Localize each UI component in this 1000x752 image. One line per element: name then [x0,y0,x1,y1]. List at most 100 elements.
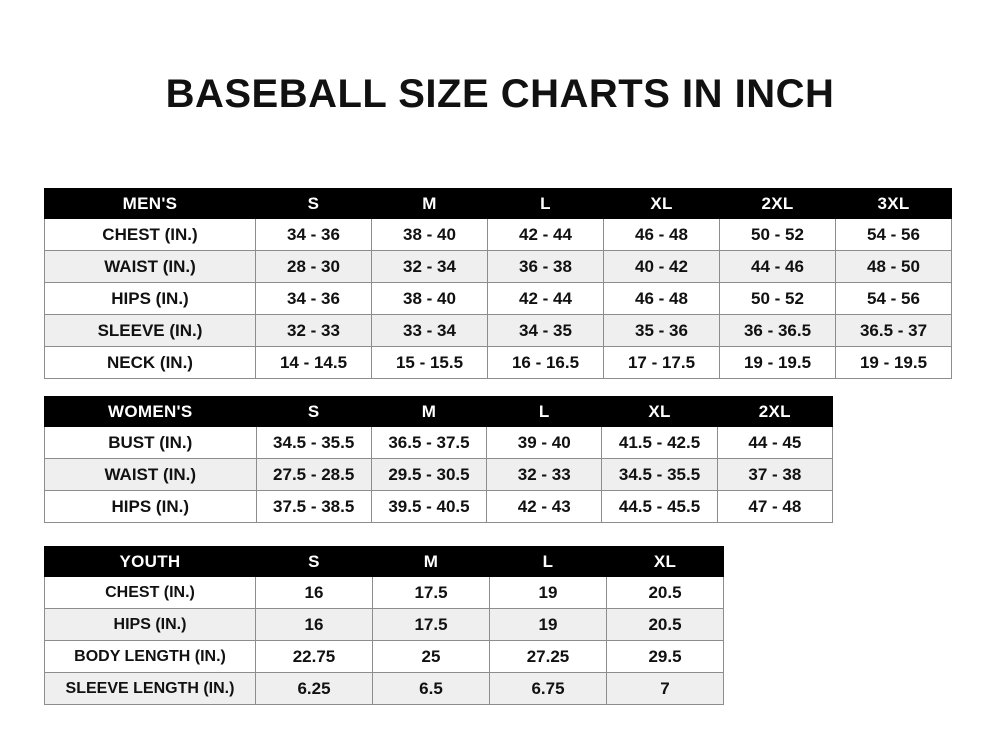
mens-measurement-value: 50 - 52 [719,282,836,315]
table-row: SLEEVE (IN.) 32 - 33 33 - 34 34 - 35 35 - 36… [44,314,952,347]
youth-measurement-value: 20.5 [606,608,724,641]
womens-measurement-value: 42 - 43 [486,490,603,523]
mens-measurement-value: 32 - 34 [371,250,488,283]
mens-size-header-3xl: 3XL [835,188,952,219]
womens-measurement-label: BUST (IN.) [44,426,257,459]
youth-size-header-m: M [372,546,490,577]
womens-table-head: WOMEN'S S M L XL 2XL [44,396,834,427]
mens-size-header-l: L [487,188,604,219]
mens-measurement-value: 36 - 38 [487,250,604,283]
womens-measurement-value: 44.5 - 45.5 [601,490,718,523]
youth-size-header-xl: XL [606,546,724,577]
table-row: CHEST (IN.) 16 17.5 19 20.5 [44,576,724,609]
mens-measurement-value: 16 - 16.5 [487,346,604,379]
table-row: NECK (IN.) 14 - 14.5 15 - 15.5 16 - 16.5 17 … [44,346,952,379]
youth-table-head: YOUTH S M L XL [44,546,724,577]
mens-category-label: MEN'S [44,188,256,219]
youth-size-table: YOUTH S M L XL CHEST (IN.) 16 17.5 19 20.5 HIPS (… [44,546,724,705]
womens-size-header-s: S [255,396,372,427]
youth-measurement-value: 16 [255,576,373,609]
youth-measurement-value: 7 [606,672,724,705]
womens-measurement-value: 34.5 - 35.5 [255,426,372,459]
youth-table-body: CHEST (IN.) 16 17.5 19 20.5 HIPS (IN.) 16 17.5 1… [44,576,724,705]
mens-measurement-label: SLEEVE (IN.) [44,314,256,347]
womens-measurement-label: WAIST (IN.) [44,458,257,491]
youth-measurement-value: 29.5 [606,640,724,673]
womens-category-label: WOMEN'S [44,396,257,427]
womens-measurement-value: 37 - 38 [716,458,834,491]
mens-measurement-value: 50 - 52 [719,218,836,251]
mens-measurement-value: 54 - 56 [835,282,952,315]
womens-measurement-value: 27.5 - 28.5 [255,458,372,491]
youth-measurement-label: SLEEVE LENGTH (IN.) [44,672,256,705]
mens-measurement-value: 42 - 44 [487,218,604,251]
womens-measurement-value: 41.5 - 42.5 [601,426,718,459]
youth-measurement-label: BODY LENGTH (IN.) [44,640,256,673]
youth-measurement-value: 17.5 [372,608,490,641]
youth-measurement-value: 19 [489,576,607,609]
mens-measurement-label: CHEST (IN.) [44,218,256,251]
womens-table-body: BUST (IN.) 34.5 - 35.5 36.5 - 37.5 39 - 40 4… [44,426,834,523]
youth-measurement-label: CHEST (IN.) [44,576,256,609]
youth-measurement-value: 25 [372,640,490,673]
youth-measurement-value: 6.25 [255,672,373,705]
womens-size-header-m: M [370,396,488,427]
table-row: HIPS (IN.) 34 - 36 38 - 40 42 - 44 46 - 48 50… [44,282,952,315]
mens-measurement-value: 19 - 19.5 [719,346,836,379]
mens-measurement-value: 14 - 14.5 [255,346,372,379]
mens-measurement-value: 38 - 40 [371,218,488,251]
youth-measurement-label: HIPS (IN.) [44,608,256,641]
youth-size-header-l: L [489,546,607,577]
youth-measurement-value: 6.5 [372,672,490,705]
mens-measurement-value: 34 - 36 [255,282,372,315]
mens-size-header-2xl: 2XL [719,188,836,219]
youth-category-label: YOUTH [44,546,256,577]
mens-measurement-value: 32 - 33 [255,314,372,347]
mens-size-table: MEN'S S M L XL 2XL 3XL CHEST (IN.) 34 - 36 38 - … [44,188,952,379]
table-row: CHEST (IN.) 34 - 36 38 - 40 42 - 44 46 - 48 5… [44,218,952,251]
table-row: HIPS (IN.) 16 17.5 19 20.5 [44,608,724,641]
youth-size-header-s: S [255,546,373,577]
mens-measurement-label: HIPS (IN.) [44,282,256,315]
table-row: WAIST (IN.) 28 - 30 32 - 34 36 - 38 40 - 42 4… [44,250,952,283]
mens-measurement-value: 17 - 17.5 [603,346,720,379]
table-row: BUST (IN.) 34.5 - 35.5 36.5 - 37.5 39 - 40 4… [44,426,834,459]
mens-measurement-value: 28 - 30 [255,250,372,283]
mens-size-header-s: S [255,188,372,219]
youth-measurement-value: 17.5 [372,576,490,609]
mens-measurement-value: 54 - 56 [835,218,952,251]
womens-size-table: WOMEN'S S M L XL 2XL BUST (IN.) 34.5 - 35.5 36.… [44,396,834,523]
youth-measurement-value: 16 [255,608,373,641]
mens-size-header-xl: XL [603,188,720,219]
mens-measurement-value: 36.5 - 37 [835,314,952,347]
womens-measurement-value: 39 - 40 [486,426,603,459]
womens-measurement-value: 37.5 - 38.5 [255,490,372,523]
youth-measurement-value: 22.75 [255,640,373,673]
womens-measurement-value: 44 - 45 [716,426,834,459]
mens-table-head: MEN'S S M L XL 2XL 3XL [44,188,952,219]
mens-measurement-value: 44 - 46 [719,250,836,283]
womens-size-header-l: L [486,396,603,427]
mens-measurement-value: 35 - 36 [603,314,720,347]
mens-measurement-value: 40 - 42 [603,250,720,283]
youth-measurement-value: 19 [489,608,607,641]
mens-measurement-value: 38 - 40 [371,282,488,315]
youth-measurement-value: 27.25 [489,640,607,673]
table-row: BODY LENGTH (IN.) 22.75 25 27.25 29.5 [44,640,724,673]
mens-table-body: CHEST (IN.) 34 - 36 38 - 40 42 - 44 46 - 48 5… [44,218,952,379]
mens-measurement-value: 42 - 44 [487,282,604,315]
mens-measurement-value: 34 - 35 [487,314,604,347]
mens-measurement-value: 33 - 34 [371,314,488,347]
youth-measurement-value: 6.75 [489,672,607,705]
mens-measurement-value: 15 - 15.5 [371,346,488,379]
mens-measurement-value: 36 - 36.5 [719,314,836,347]
youth-header-row: YOUTH S M L XL [44,546,724,577]
table-row: WAIST (IN.) 27.5 - 28.5 29.5 - 30.5 32 - 33… [44,458,834,491]
mens-measurement-label: WAIST (IN.) [44,250,256,283]
womens-header-row: WOMEN'S S M L XL 2XL [44,396,834,427]
womens-measurement-value: 39.5 - 40.5 [370,490,488,523]
womens-measurement-value: 36.5 - 37.5 [370,426,488,459]
mens-measurement-value: 19 - 19.5 [835,346,952,379]
womens-measurement-value: 47 - 48 [716,490,834,523]
